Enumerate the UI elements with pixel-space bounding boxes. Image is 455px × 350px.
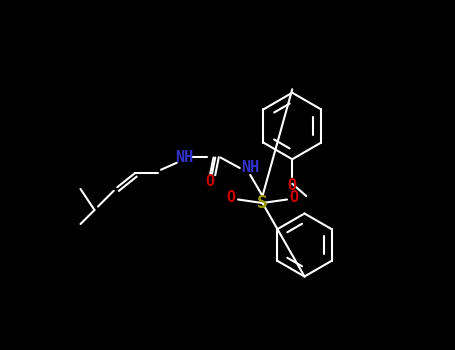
Text: O: O [227, 190, 236, 205]
Text: O: O [288, 178, 297, 193]
Text: NH: NH [175, 150, 193, 165]
Text: NH: NH [241, 161, 259, 175]
Text: S: S [257, 194, 268, 212]
Text: O: O [289, 190, 298, 205]
Text: O: O [206, 175, 215, 189]
